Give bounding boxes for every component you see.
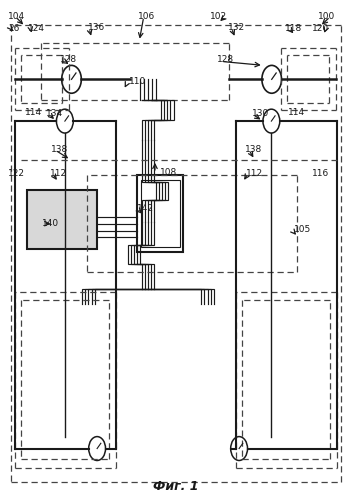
Text: 130: 130 [252,109,270,118]
Text: 105: 105 [294,225,311,234]
Text: 142: 142 [137,204,155,213]
Text: 112: 112 [50,169,67,178]
Bar [27,190,97,250]
Text: 138: 138 [245,146,263,155]
Bar [137,175,183,252]
Text: 108: 108 [160,168,177,177]
Text: 114: 114 [25,108,42,117]
Text: 118: 118 [285,23,302,32]
Text: 102: 102 [209,12,227,21]
Text: 120: 120 [313,23,329,32]
Text: 116: 116 [312,169,329,178]
Text: Фиг. 1: Фиг. 1 [153,481,199,494]
Text: 112: 112 [246,169,263,178]
Text: 128: 128 [59,55,77,64]
Text: 122: 122 [8,169,25,178]
Text: 124: 124 [28,23,45,32]
Text: 138: 138 [50,146,68,155]
Text: 106: 106 [138,12,155,21]
Text: 100: 100 [318,12,335,21]
Text: 26: 26 [8,23,20,32]
Text: 104: 104 [8,12,26,21]
Text: 140: 140 [42,219,59,228]
Text: 110: 110 [129,77,146,86]
Text: 136: 136 [88,22,105,31]
Text: 132: 132 [228,22,245,31]
Text: 128: 128 [218,55,234,64]
Text: 134: 134 [45,109,63,118]
Bar [141,180,180,247]
Text: 114: 114 [288,108,305,117]
